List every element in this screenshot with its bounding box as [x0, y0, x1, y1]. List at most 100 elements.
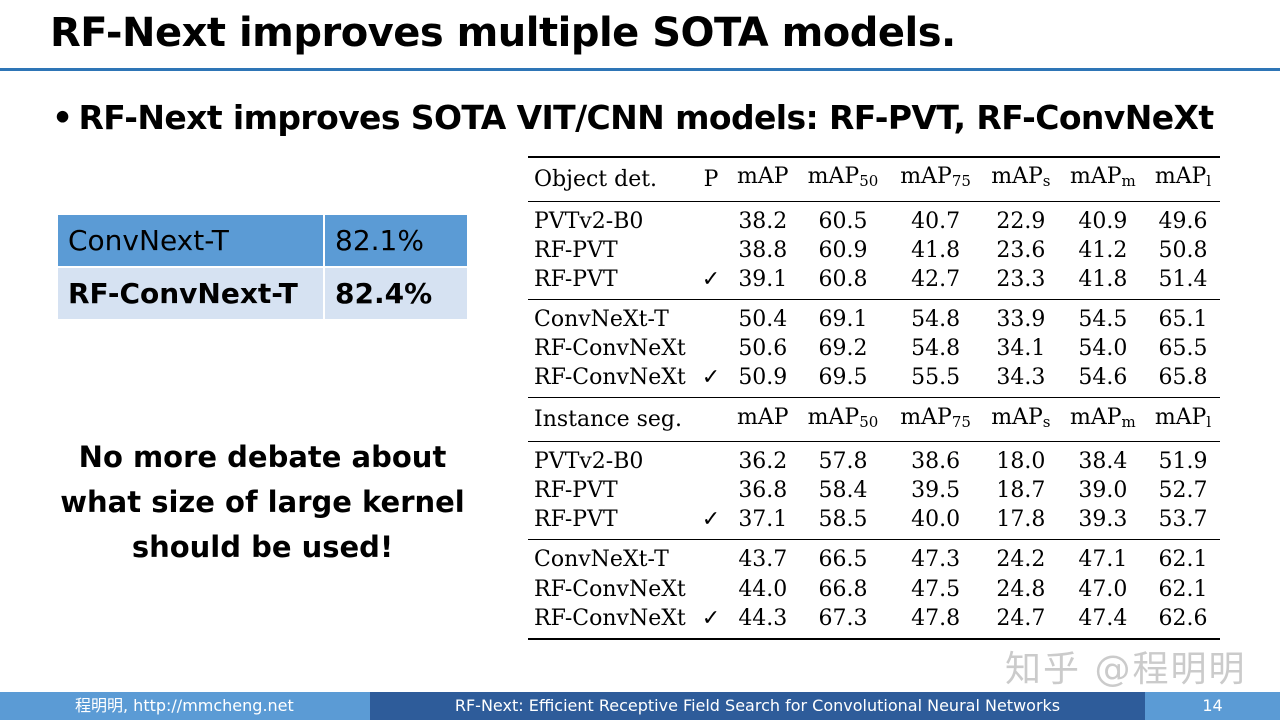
table-row: PVTv2-B0 36.2 57.8 38.6 18.0 38.4 51.9: [528, 441, 1220, 477]
metric-value: 39.0: [1078, 478, 1128, 504]
table-row: PVTv2-B0 38.2 60.5 40.7 22.9 40.9 49.6: [528, 200, 1220, 236]
metric-value: 44.0: [738, 576, 788, 602]
metric-value: 62.1: [1146, 539, 1220, 575]
watermark: 知乎 @程明明: [1005, 649, 1247, 690]
metric-header: mAPm: [1059, 397, 1146, 442]
metric-subscript: s: [1042, 172, 1051, 191]
bullet-text: RF-Next improves SOTA VIT/CNN models: RF…: [78, 98, 1215, 137]
metric-value: 23.6: [996, 237, 1046, 263]
table-row: ConvNeXt-T 50.4 69.1 54.8 33.9 54.5 65.1: [528, 298, 1220, 334]
model-name: RF-ConvNeXt: [534, 576, 686, 602]
metric-value: 23.3: [996, 266, 1046, 292]
metric-value: 54.5: [1059, 298, 1146, 334]
metric-value: 41.8: [911, 237, 961, 263]
metric-header: mAP50: [797, 157, 890, 201]
model-name: RF-PVT: [534, 478, 618, 504]
metric-header: mAPm: [1060, 157, 1146, 201]
metric-value: 38.6: [889, 441, 982, 477]
metric-value: 50.8: [1158, 237, 1208, 263]
metric-value: 60.8: [818, 266, 868, 292]
metric-value: 69.2: [818, 335, 868, 361]
metric-value: 47.4: [1078, 605, 1128, 631]
footer-author: 程明明, http://mmcheng.net: [0, 692, 370, 720]
metric-value: 50.6: [738, 335, 788, 361]
table-row: RF-ConvNeXt 44.0 66.8 47.5 24.8 47.0 62.1: [528, 574, 1220, 603]
comparison-row: RF-ConvNext-T 82.4%: [56, 266, 469, 321]
metric-value: 18.7: [996, 478, 1046, 504]
metric-value: 34.1: [996, 335, 1046, 361]
check-mark: [693, 200, 729, 236]
metric-value: 18.0: [981, 441, 1060, 477]
metric-value: 60.9: [818, 237, 868, 263]
metric-value: 44.3: [738, 605, 788, 631]
check-mark: [693, 236, 729, 265]
model-name: ConvNeXt-T: [528, 539, 693, 575]
metric-value: 47.1: [1059, 539, 1146, 575]
metric-name: mAP: [737, 404, 789, 430]
metric-name: mAP: [900, 404, 952, 430]
debate-callout: No more debate about what size of large …: [60, 435, 465, 570]
metric-subscript: m: [1121, 412, 1136, 431]
metric-value: 47.5: [911, 576, 961, 602]
metric-name: mAP: [991, 404, 1043, 430]
metric-value: 50.4: [729, 298, 797, 334]
metric-value: 47.3: [889, 539, 982, 575]
metric-header: mAP50: [796, 397, 890, 442]
footer: 程明明, http://mmcheng.net RF-Next: Efficie…: [0, 692, 1280, 720]
metric-subscript: m: [1121, 172, 1136, 191]
check-mark: ✓: [701, 605, 721, 631]
model-name: RF-PVT: [534, 266, 618, 292]
metric-name: mAP: [900, 164, 952, 190]
debate-line: No more debate about: [78, 440, 447, 474]
metric-name: mAP: [1154, 404, 1207, 430]
metric-name: mAP: [1069, 164, 1122, 190]
table-row: RF-PVT 36.8 58.4 39.5 18.7 39.0 52.7: [528, 476, 1220, 505]
check-mark: [693, 476, 729, 505]
metric-value: 24.8: [996, 576, 1046, 602]
table-row: ConvNeXt-T 43.7 66.5 47.3 24.2 47.1 62.1: [528, 539, 1220, 575]
debate-line: should be used!: [131, 530, 394, 564]
footer-paper-title: RF-Next: Efficient Receptive Field Searc…: [370, 692, 1145, 720]
metric-subscript: 50: [859, 412, 879, 431]
metric-value: 51.4: [1158, 266, 1208, 292]
table-row: RF-PVT 38.8 60.9 41.8 23.6 41.2 50.8: [528, 236, 1220, 265]
check-mark: [693, 574, 729, 603]
metric-subscript: 75: [951, 412, 971, 431]
model-name: RF-PVT: [534, 507, 618, 533]
task-label: Instance seg.: [528, 397, 693, 442]
metric-value: 41.8: [1078, 266, 1128, 292]
metric-value: 62.1: [1158, 576, 1208, 602]
metric-header: mAPs: [981, 397, 1060, 442]
metric-value: 33.9: [981, 298, 1060, 334]
metric-value: 60.5: [796, 200, 890, 236]
metric-header: mAPl: [1146, 397, 1220, 442]
metric-value: 58.5: [818, 507, 868, 533]
comparison-value: 82.1%: [323, 213, 469, 268]
metric-subscript: 75: [951, 172, 971, 191]
model-name: PVTv2-B0: [528, 441, 693, 477]
p-column-header: P: [703, 166, 719, 192]
metric-value: 38.4: [1059, 441, 1146, 477]
check-mark: ✓: [701, 507, 721, 533]
metric-value: 55.5: [911, 365, 961, 391]
metric-subscript: l: [1206, 412, 1212, 431]
model-name: RF-ConvNeXt: [534, 335, 686, 361]
comparison-table: ConvNext-T 82.1% RF-ConvNext-T 82.4%: [56, 213, 469, 321]
metric-value: 17.8: [996, 507, 1046, 533]
check-mark: [693, 539, 729, 575]
metric-value: 67.3: [818, 605, 868, 631]
metric-name: mAP: [1154, 164, 1207, 190]
model-name: ConvNeXt-T: [528, 298, 693, 334]
metric-value: 66.5: [796, 539, 890, 575]
check-mark: ✓: [701, 266, 721, 292]
table-row: RF-PVT ✓ 37.1 58.5 40.0 17.8 39.3 53.7: [528, 505, 1220, 540]
metric-value: 36.2: [729, 441, 797, 477]
metric-value: 54.8: [911, 335, 961, 361]
debate-line: what size of large kernel: [60, 485, 465, 519]
metric-subscript: l: [1206, 172, 1212, 191]
metric-value: 50.9: [738, 365, 788, 391]
model-name: PVTv2-B0: [528, 200, 693, 236]
table-row: RF-ConvNeXt 50.6 69.2 54.8 34.1 54.0 65.5: [528, 334, 1220, 363]
footer-page-number: 14: [1145, 692, 1280, 720]
